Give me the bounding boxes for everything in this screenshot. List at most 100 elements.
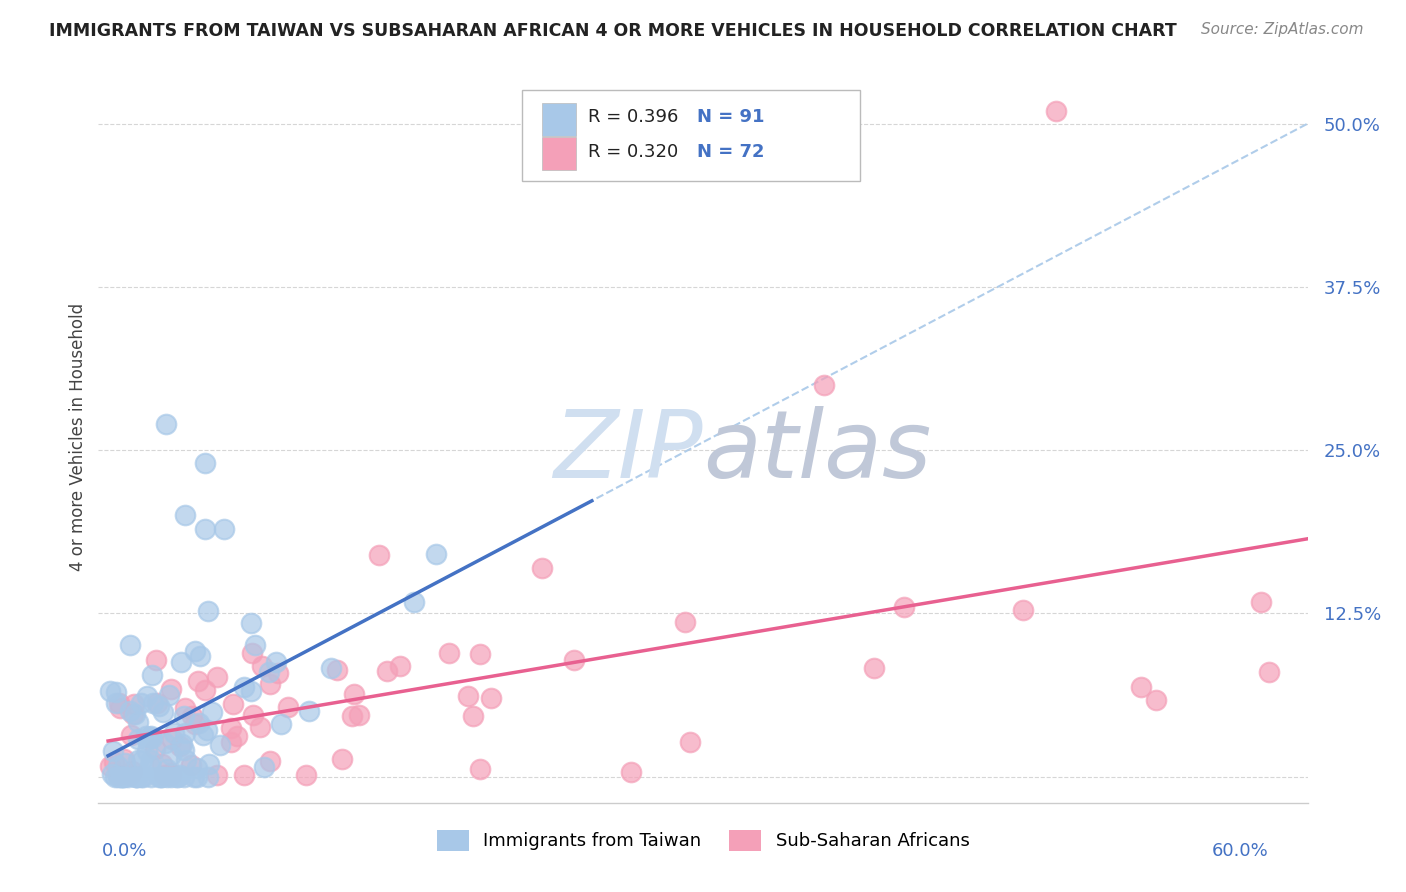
Point	[1250, 595, 1272, 609]
Point	[675, 615, 697, 629]
Point	[139, 731, 162, 745]
Point	[232, 680, 254, 694]
Point	[342, 708, 364, 723]
Point	[107, 770, 129, 784]
Point	[101, 744, 124, 758]
Point	[159, 765, 181, 780]
Point	[267, 666, 290, 681]
Point	[125, 770, 148, 784]
Point	[170, 737, 193, 751]
Point	[207, 768, 229, 782]
Point	[120, 768, 142, 782]
Point	[259, 665, 281, 679]
Point	[173, 701, 195, 715]
FancyBboxPatch shape	[522, 90, 860, 181]
Point	[139, 754, 162, 768]
Point	[457, 689, 479, 703]
Point	[249, 720, 271, 734]
Point	[104, 770, 127, 784]
Point	[173, 770, 195, 784]
Point	[250, 659, 273, 673]
Point	[259, 755, 281, 769]
Y-axis label: 4 or more Vehicles in Household: 4 or more Vehicles in Household	[69, 303, 87, 571]
Point	[187, 674, 209, 689]
Point	[184, 644, 207, 658]
Point	[343, 687, 366, 701]
Bar	[543, 103, 576, 136]
Point	[136, 744, 159, 758]
Point	[197, 603, 219, 617]
Point	[143, 742, 166, 756]
Point	[180, 758, 202, 772]
Point	[174, 725, 197, 739]
Point	[114, 756, 136, 770]
Point	[1012, 603, 1035, 617]
Text: ZIP: ZIP	[554, 406, 703, 497]
Point	[108, 701, 131, 715]
Point	[197, 770, 219, 784]
Point	[186, 762, 208, 776]
Point	[173, 743, 195, 757]
Point	[163, 725, 186, 739]
Point	[243, 638, 266, 652]
Point	[893, 599, 915, 614]
Point	[174, 753, 197, 767]
Point	[156, 770, 179, 784]
Point	[239, 616, 262, 631]
Point	[104, 685, 127, 699]
Point	[117, 770, 139, 784]
Point	[150, 756, 173, 771]
Point	[620, 764, 643, 779]
Point	[188, 715, 211, 730]
Point	[98, 759, 121, 773]
Point	[425, 548, 447, 562]
Point	[139, 729, 162, 743]
Point	[264, 656, 287, 670]
Point	[122, 707, 145, 722]
Point	[277, 699, 299, 714]
Point	[112, 752, 135, 766]
Point	[127, 731, 149, 746]
Point	[155, 417, 177, 431]
Point	[157, 688, 180, 702]
Point	[132, 770, 155, 784]
Point	[135, 732, 157, 747]
Point	[125, 770, 148, 784]
Point	[145, 653, 167, 667]
Point	[98, 684, 121, 698]
Point	[270, 717, 292, 731]
Point	[148, 699, 170, 714]
Point	[125, 770, 148, 784]
Point	[127, 753, 149, 767]
Bar	[543, 137, 576, 170]
Point	[368, 548, 391, 562]
Legend: Immigrants from Taiwan, Sub-Saharan Africans: Immigrants from Taiwan, Sub-Saharan Afri…	[427, 821, 979, 860]
Text: N = 72: N = 72	[697, 143, 765, 161]
Point	[205, 669, 228, 683]
Point	[167, 770, 190, 784]
Point	[470, 762, 492, 776]
Point	[1045, 103, 1067, 118]
Point	[1257, 665, 1279, 679]
Point	[159, 768, 181, 782]
Point	[562, 653, 585, 667]
Point	[169, 739, 191, 754]
Text: IMMIGRANTS FROM TAIWAN VS SUBSAHARAN AFRICAN 4 OR MORE VEHICLES IN HOUSEHOLD COR: IMMIGRANTS FROM TAIWAN VS SUBSAHARAN AFR…	[49, 22, 1177, 40]
Point	[377, 664, 399, 678]
Point	[461, 709, 484, 723]
Text: N = 91: N = 91	[697, 109, 765, 127]
Point	[862, 661, 884, 675]
Point	[195, 723, 218, 737]
Point	[141, 731, 163, 746]
Point	[184, 717, 207, 731]
Point	[142, 697, 165, 711]
Point	[194, 683, 217, 698]
Point	[153, 736, 176, 750]
Point	[173, 709, 195, 723]
Text: atlas: atlas	[703, 406, 931, 497]
Point	[122, 698, 145, 712]
Point	[240, 646, 263, 660]
Point	[165, 770, 187, 784]
Point	[129, 697, 152, 711]
Point	[219, 735, 242, 749]
